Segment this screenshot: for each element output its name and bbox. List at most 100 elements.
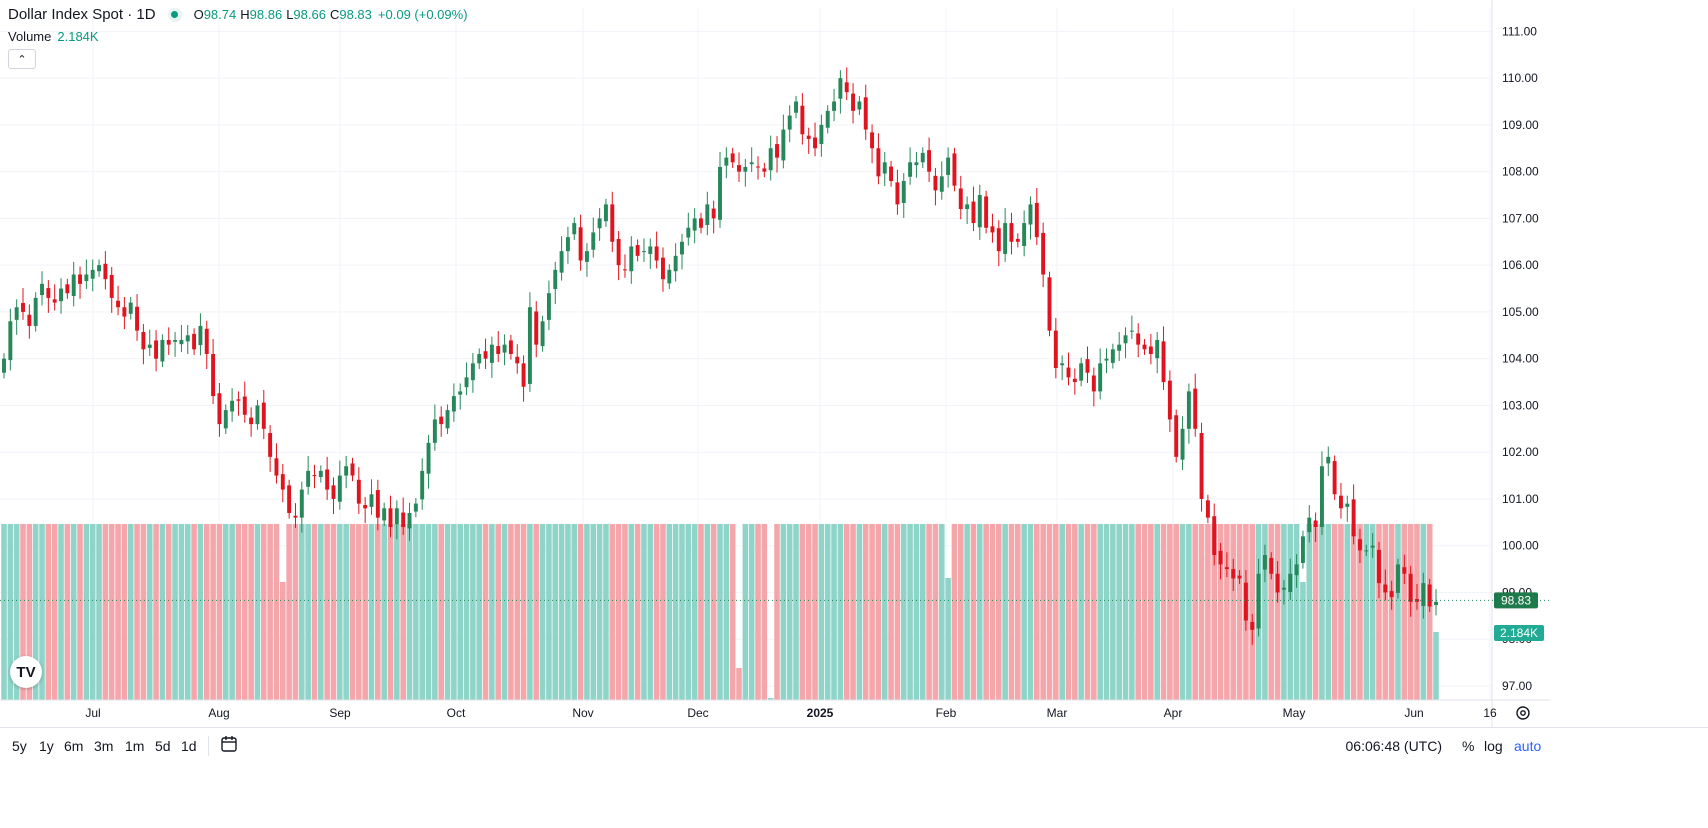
range-3m-button[interactable]: 3m: [94, 738, 114, 754]
volume-bar: [767, 698, 774, 700]
volume-bar: [1053, 524, 1059, 700]
candle-body: [800, 105, 805, 135]
candle-body: [1212, 516, 1217, 556]
candle-body: [141, 332, 146, 350]
candle-body: [762, 168, 767, 172]
candle-body: [844, 82, 849, 93]
candle-body: [914, 162, 919, 166]
candle-body: [965, 204, 970, 210]
candle-body: [1224, 567, 1229, 570]
candle-body: [851, 93, 856, 111]
volume-bar: [818, 524, 825, 700]
candle-body: [154, 340, 159, 359]
volume-bar: [419, 524, 425, 700]
volume-bar: [127, 524, 134, 700]
candle-body: [236, 399, 241, 401]
volume-bar: [508, 524, 514, 700]
volume-bar: [704, 524, 711, 700]
candle-body: [8, 321, 13, 361]
candle-body: [350, 463, 355, 476]
candle-body: [356, 479, 361, 504]
volume-bar: [970, 524, 977, 700]
candle-body: [1262, 555, 1267, 570]
candle-body: [1199, 433, 1204, 499]
candle-body: [293, 515, 298, 518]
volume-bar: [482, 524, 489, 700]
range-5y-button[interactable]: 5y: [12, 738, 27, 754]
candle-body: [1180, 428, 1185, 460]
volume-bar: [1103, 524, 1110, 700]
candle-body: [363, 505, 368, 509]
volume-bar: [318, 524, 324, 700]
volume-bar: [514, 524, 521, 700]
volume-bar: [938, 524, 945, 700]
candle-body: [103, 263, 108, 280]
candle-body: [2, 358, 6, 373]
candle-body: [97, 265, 102, 272]
volume-bar: [603, 524, 609, 700]
log-scale-toggle[interactable]: log: [1484, 738, 1503, 754]
volume-bar: [324, 524, 330, 700]
calendar-goto-icon[interactable]: [220, 735, 238, 753]
symbol-title[interactable]: Dollar Index Spot · 1D: [8, 6, 156, 23]
volume-bar: [286, 524, 292, 700]
volume-bar: [571, 524, 578, 700]
candle-body: [895, 182, 900, 205]
volume-bar: [362, 524, 368, 700]
candle-body: [325, 469, 330, 490]
auto-scale-toggle[interactable]: auto: [1514, 738, 1542, 754]
volume-bar: [565, 524, 571, 700]
collapse-legend-button[interactable]: ⌃: [8, 49, 36, 69]
candle-body: [889, 166, 894, 181]
volume-bar: [723, 524, 730, 700]
volume-bar: [305, 524, 311, 700]
volume-bar: [761, 524, 768, 700]
candle-body: [1427, 584, 1432, 607]
volume-bar: [748, 524, 755, 700]
candle-body: [78, 274, 82, 284]
volume-bar: [546, 524, 552, 700]
volume-bar: [926, 524, 932, 700]
volume-bar: [774, 524, 780, 700]
candle-body: [198, 325, 203, 346]
volume-bar: [32, 524, 39, 700]
candle-body: [578, 227, 583, 261]
volume-bar: [400, 524, 406, 700]
candle-body: [559, 251, 564, 273]
volume-bar: [501, 524, 508, 700]
volume-bar: [7, 524, 14, 700]
settings-gear-icon[interactable]: [1514, 704, 1532, 722]
volume-bar: [976, 524, 983, 700]
candle-body: [1079, 363, 1084, 381]
volume-value: 2.184K: [57, 29, 99, 44]
volume-bar: [311, 524, 318, 700]
candle-body: [857, 101, 862, 110]
range-1y-button[interactable]: 1y: [39, 738, 54, 754]
volume-bar: [527, 524, 533, 700]
range-6m-button[interactable]: 6m: [64, 738, 84, 754]
candle-body: [369, 494, 374, 507]
volume-bar: [1319, 524, 1325, 700]
candle-body: [635, 245, 640, 256]
volume-bar: [660, 524, 666, 700]
range-5d-button[interactable]: 5d: [155, 738, 171, 754]
candle-body: [616, 238, 621, 266]
volume-bar: [666, 524, 673, 700]
range-1m-button[interactable]: 1m: [125, 738, 145, 754]
volume-bar: [39, 524, 45, 700]
volume-bar: [1376, 524, 1382, 700]
volume-bar: [1338, 524, 1344, 700]
tradingview-logo-icon[interactable]: TV: [10, 656, 42, 688]
volume-bar: [1065, 524, 1072, 700]
volume-bar: [1116, 524, 1122, 700]
utc-clock[interactable]: 06:06:48 (UTC): [1345, 738, 1442, 754]
range-1d-button[interactable]: 1d: [181, 738, 197, 754]
volume-bar: [780, 524, 787, 700]
volume-bar: [596, 524, 603, 700]
volume-bar: [590, 524, 597, 700]
percent-scale-toggle[interactable]: %: [1462, 738, 1475, 754]
candle-body: [375, 490, 380, 518]
volume-bar: [1072, 524, 1078, 700]
volume-bar: [1211, 524, 1218, 700]
price-chart[interactable]: 111.00 110.00 109.00 108.00 107.00 106.00 105.…: [0, 0, 1708, 728]
